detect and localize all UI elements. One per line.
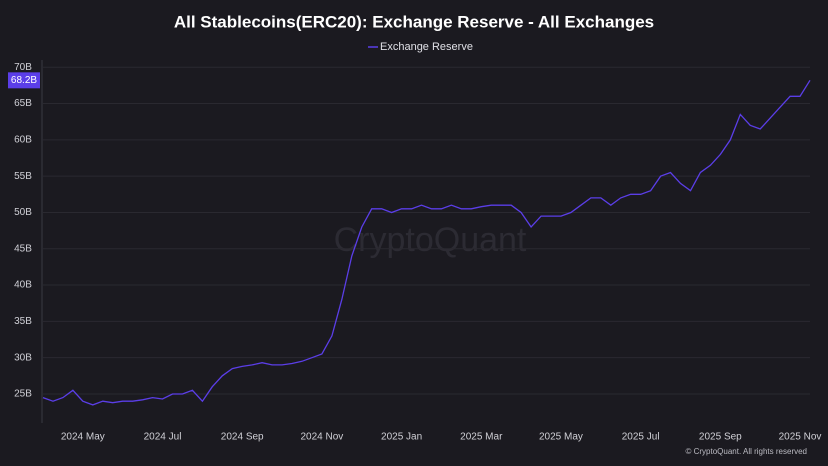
y-tick-label: 30B: [14, 352, 32, 363]
y-tick-label: 35B: [14, 316, 32, 327]
x-tick-label: 2025 Mar: [460, 432, 503, 443]
y-tick-label: 70B: [14, 62, 32, 73]
chart-title: All Stablecoins(ERC20): Exchange Reserve…: [174, 12, 654, 31]
x-tick-label: 2025 Jan: [381, 432, 422, 443]
x-tick-label: 2024 Nov: [301, 432, 344, 443]
data-line: [42, 79, 811, 406]
x-tick-label: 2025 Sep: [699, 432, 742, 443]
x-tick-label: 2024 Jul: [144, 432, 182, 443]
current-value-label: 68.2B: [11, 75, 37, 86]
x-tick-label: 2025 Jul: [622, 432, 660, 443]
y-tick-label: 55B: [14, 171, 32, 182]
y-tick-label: 65B: [14, 98, 32, 109]
y-tick-label: 45B: [14, 243, 32, 254]
x-tick-label: 2024 Sep: [221, 432, 264, 443]
y-tick-label: 40B: [14, 280, 32, 291]
footer: © CryptoQuant. All rights reserved: [686, 447, 808, 456]
current-value-box: [8, 72, 40, 89]
legend-label: Exchange Reserve: [380, 41, 473, 53]
y-tick-label: 60B: [14, 135, 32, 146]
x-tick-label: 2025 May: [539, 432, 583, 443]
x-tick-label: 2025 Nov: [779, 432, 822, 443]
y-tick-label: 25B: [14, 389, 32, 400]
watermark: CryptoQuant: [334, 221, 527, 259]
x-tick-label: 2024 May: [61, 432, 105, 443]
y-tick-label: 50B: [14, 207, 32, 218]
